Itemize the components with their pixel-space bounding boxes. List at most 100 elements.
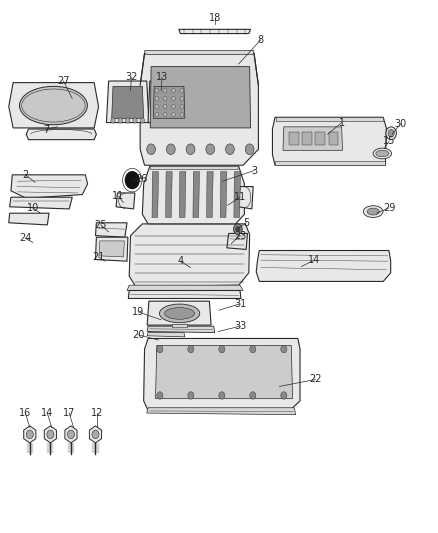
- Polygon shape: [144, 338, 300, 410]
- Circle shape: [219, 392, 225, 399]
- Text: 20: 20: [132, 330, 144, 340]
- Circle shape: [111, 118, 115, 123]
- Text: 11: 11: [112, 191, 124, 201]
- Circle shape: [388, 130, 394, 137]
- Circle shape: [172, 112, 175, 117]
- Polygon shape: [147, 333, 185, 337]
- Circle shape: [180, 88, 184, 93]
- Polygon shape: [283, 127, 343, 150]
- Circle shape: [163, 112, 167, 117]
- Circle shape: [157, 392, 163, 399]
- Text: 4: 4: [177, 256, 184, 266]
- Polygon shape: [112, 86, 144, 118]
- Text: 25: 25: [95, 220, 107, 230]
- Text: 21: 21: [92, 252, 105, 262]
- Text: 14: 14: [41, 408, 53, 418]
- Polygon shape: [234, 172, 240, 217]
- Polygon shape: [140, 53, 258, 165]
- Circle shape: [186, 144, 195, 155]
- Polygon shape: [10, 197, 72, 209]
- Polygon shape: [99, 241, 124, 257]
- Polygon shape: [153, 86, 185, 118]
- Text: 22: 22: [309, 375, 321, 384]
- Circle shape: [386, 127, 396, 140]
- Polygon shape: [227, 233, 247, 249]
- Circle shape: [125, 172, 139, 189]
- Polygon shape: [207, 172, 213, 217]
- Polygon shape: [89, 426, 102, 443]
- Circle shape: [47, 430, 54, 439]
- Polygon shape: [179, 172, 186, 217]
- Text: 23: 23: [234, 231, 246, 240]
- Circle shape: [125, 118, 130, 123]
- Polygon shape: [272, 117, 386, 165]
- Text: 10: 10: [27, 203, 39, 213]
- Text: 33: 33: [234, 321, 246, 331]
- Polygon shape: [302, 132, 312, 145]
- Ellipse shape: [165, 308, 194, 319]
- Circle shape: [172, 104, 175, 109]
- Text: 15: 15: [383, 136, 395, 146]
- Text: 29: 29: [383, 203, 395, 213]
- Ellipse shape: [363, 206, 383, 217]
- Polygon shape: [95, 237, 128, 261]
- Circle shape: [245, 144, 254, 155]
- Circle shape: [155, 96, 159, 101]
- Text: 19: 19: [132, 307, 144, 317]
- Polygon shape: [275, 161, 385, 165]
- Circle shape: [118, 118, 123, 123]
- Circle shape: [133, 118, 137, 123]
- Text: 11: 11: [234, 192, 246, 202]
- Text: 13: 13: [156, 72, 168, 82]
- Circle shape: [188, 345, 194, 353]
- Circle shape: [172, 96, 175, 101]
- Circle shape: [163, 104, 167, 109]
- Text: 30: 30: [395, 119, 407, 128]
- Circle shape: [180, 96, 184, 101]
- Text: 27: 27: [57, 76, 70, 86]
- Circle shape: [281, 345, 287, 353]
- Polygon shape: [179, 29, 251, 34]
- Ellipse shape: [376, 150, 389, 157]
- Circle shape: [147, 144, 155, 155]
- Polygon shape: [239, 187, 253, 209]
- Polygon shape: [315, 132, 325, 145]
- Polygon shape: [220, 172, 227, 217]
- Polygon shape: [145, 51, 254, 54]
- Circle shape: [250, 345, 256, 353]
- Text: 16: 16: [19, 408, 32, 418]
- Circle shape: [67, 430, 74, 439]
- Circle shape: [233, 224, 242, 235]
- Text: 5: 5: [243, 218, 249, 228]
- Circle shape: [26, 430, 33, 439]
- Polygon shape: [155, 345, 293, 399]
- Text: 31: 31: [234, 299, 246, 309]
- Polygon shape: [147, 301, 211, 325]
- Ellipse shape: [159, 304, 200, 323]
- Circle shape: [163, 96, 167, 101]
- Circle shape: [157, 345, 163, 353]
- Text: 1: 1: [339, 118, 345, 127]
- Text: 8: 8: [258, 35, 264, 45]
- Polygon shape: [193, 172, 200, 217]
- Polygon shape: [127, 285, 243, 290]
- Polygon shape: [147, 408, 296, 415]
- Circle shape: [206, 144, 215, 155]
- Polygon shape: [147, 326, 215, 333]
- Polygon shape: [150, 67, 251, 128]
- Circle shape: [250, 392, 256, 399]
- Circle shape: [180, 104, 184, 109]
- Polygon shape: [128, 290, 241, 298]
- Polygon shape: [152, 172, 159, 217]
- Ellipse shape: [19, 86, 87, 125]
- Circle shape: [92, 430, 99, 439]
- Circle shape: [163, 88, 167, 93]
- Text: 14: 14: [308, 255, 321, 265]
- Text: 24: 24: [19, 233, 32, 243]
- Polygon shape: [142, 166, 244, 224]
- Polygon shape: [106, 81, 149, 123]
- Text: 32: 32: [125, 72, 138, 82]
- Circle shape: [155, 88, 159, 93]
- Polygon shape: [116, 193, 135, 209]
- Text: 2: 2: [22, 170, 28, 180]
